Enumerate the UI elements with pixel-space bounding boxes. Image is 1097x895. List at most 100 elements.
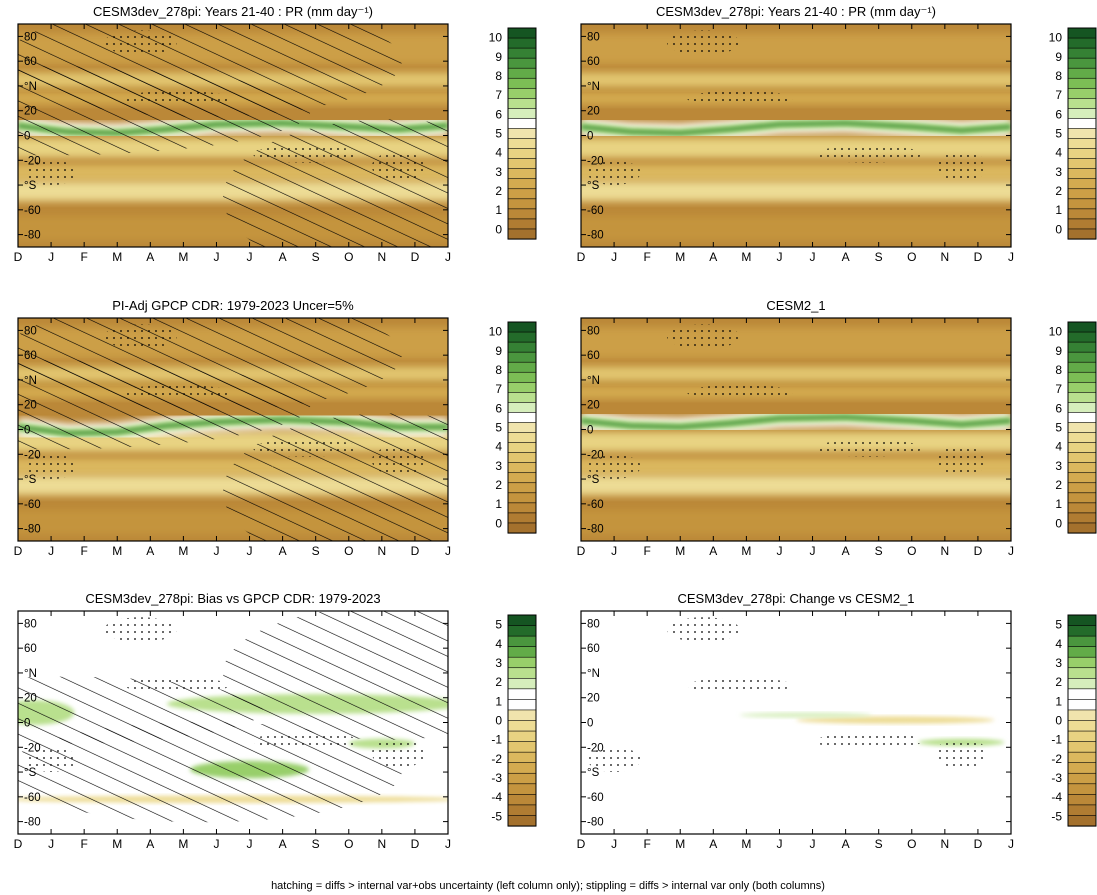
month-label: D [577,250,586,264]
month-label: M [675,837,685,851]
lat-label: -60 [24,205,41,217]
panel-6: D J F M A M J J A S O N D J8060°N200-20°S-60-80CESM3d… [577,591,1097,851]
lat-label: 60 [24,643,37,655]
difference-region [796,716,995,724]
month-label: A [279,250,287,264]
colorbar-segment [507,804,537,817]
lat-label: 0 [24,425,30,437]
lat-label: 0 [24,718,30,730]
month-label: J [48,250,54,264]
lat-label: -20 [24,742,41,754]
lat-label: -60 [24,499,41,511]
colorbar-segment [507,677,537,690]
colorbar-segment [1067,432,1097,444]
colorbar-segment [507,148,537,160]
colorbar-segment [507,688,537,700]
stippling-region [667,617,740,642]
colorbar-tick-label: 2 [495,478,502,492]
month-label: M [178,837,188,851]
figure-footer: hatching = diffs > internal var+obs unce… [271,880,825,892]
colorbar-segment [1067,522,1097,534]
lat-label: 0 [24,131,30,143]
colorbar-segment [1067,87,1097,99]
lat-label: -80 [24,524,41,536]
month-label: J [445,837,451,851]
lat-label: 0 [587,425,593,437]
colorbar-tick-label: -3 [1051,771,1062,785]
month-label: D [411,544,420,558]
colorbar-segment [1067,341,1097,353]
lat-label: -20 [587,449,604,461]
month-label: M [675,250,685,264]
colorbar-segment [1067,656,1097,669]
colorbar-segment [1067,462,1097,474]
month-label: O [344,544,353,558]
hatching-region [223,611,448,740]
stippling-region [587,454,641,480]
month-label: S [312,837,320,851]
colorbar-segment [507,432,537,444]
colorbar-segment [507,351,537,363]
colorbar-segment [1067,47,1097,59]
colorbar-segment [507,502,537,514]
month-label: M [112,250,122,264]
stippling-region [815,145,922,163]
month-label: F [643,544,650,558]
lat-label: °N [24,81,37,93]
colorbar-tick-label: -2 [491,752,502,766]
colorbar-segment [507,492,537,504]
colorbar-segment [507,699,537,711]
colorbar-segment [507,118,537,130]
colorbar-tick-label: 8 [1055,69,1062,83]
colorbar-segment [507,402,537,414]
colorbar-segment [507,412,537,424]
colorbar-segment [507,472,537,484]
month-label: M [741,250,751,264]
colorbar-segment [1067,228,1097,240]
colorbar-segment [1067,646,1097,658]
month-label: A [842,250,850,264]
colorbar-tick-label: 5 [1055,421,1062,435]
colorbar-segment [1067,635,1097,648]
colorbar-segment [507,178,537,190]
stippling-region [587,160,641,186]
colorbar-tick-label: 4 [495,146,502,160]
colorbar-segment [1067,482,1097,494]
colorbar-segment [1067,772,1097,785]
lat-label: -80 [587,524,604,536]
colorbar-tick-label: 6 [1055,107,1062,121]
colorbar-segment [1067,331,1097,343]
colorbar-segment [507,794,537,806]
panel-body [18,611,448,834]
itcz-core [581,121,1011,136]
colorbar-segment [1067,168,1097,180]
panel-1: D J F M A M J J A S O N D J8060°N200-20°S-60-80CESM3d… [14,4,537,264]
colorbar-tick-label: -1 [1051,733,1062,747]
colorbar-segment [507,361,537,373]
colorbar-segment [507,331,537,343]
stippling-region [104,324,177,349]
panel-title: CESM3dev_278pi: Change vs CESM2_1 [677,591,914,606]
lat-label: 60 [24,350,37,362]
lat-label: -20 [587,742,604,754]
colorbar-tick-label: 7 [1055,88,1062,102]
month-label: D [577,544,586,558]
colorbar-tick-label: 1 [495,694,502,708]
month-label: J [1008,250,1014,264]
month-label: A [279,544,287,558]
colorbar-tick-label: 0 [495,222,502,236]
colorbar-segment [507,614,537,627]
lat-label: 60 [24,56,37,68]
colorbar-segment [1067,699,1097,711]
month-label: F [643,837,650,851]
colorbar-tick-label: 6 [495,107,502,121]
colorbar-segment [1067,804,1097,817]
colorbar-tick-label: 4 [1055,637,1062,651]
month-label: J [247,837,253,851]
colorbar-tick-label: 3 [495,656,502,670]
colorbar-segment [507,392,537,403]
colorbar-segment [507,522,537,534]
month-label: N [378,250,387,264]
colorbar-tick-label: 4 [495,637,502,651]
colorbar-tick-label: 3 [1055,656,1062,670]
